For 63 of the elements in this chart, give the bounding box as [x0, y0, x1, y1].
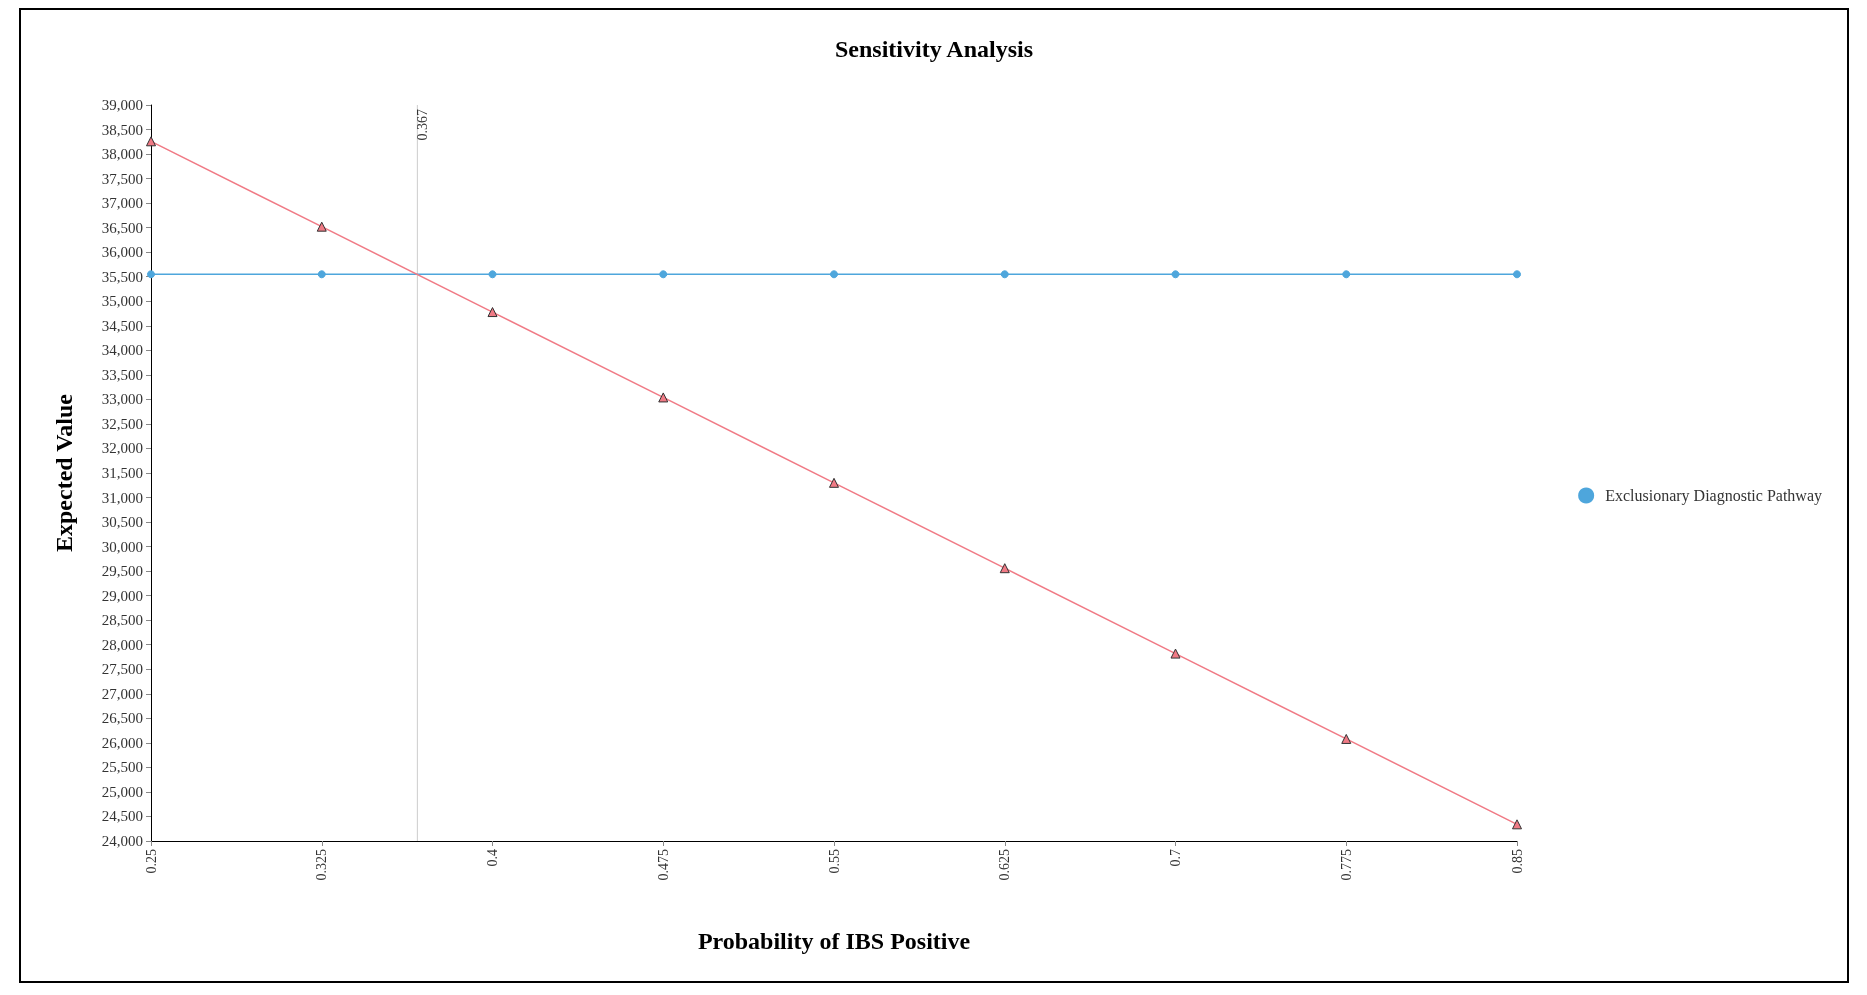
- y-tick-label: 32,500: [101, 415, 143, 432]
- point: [316, 221, 327, 232]
- y-tick-label: 26,500: [101, 710, 143, 727]
- y-tick-label: 24,500: [101, 808, 143, 825]
- y-tick-label: 34,500: [101, 317, 143, 334]
- y-tick-label: 30,000: [101, 538, 143, 555]
- y-tick-label: 26,000: [101, 734, 143, 751]
- x-tick-label: 0.775: [1338, 849, 1354, 881]
- x-tick-label: 0.55: [826, 849, 841, 874]
- y-tick-label: 27,000: [101, 685, 143, 702]
- chart-title: Sensitivity Analysis: [834, 36, 1033, 62]
- x-tick-label: 0.625: [996, 849, 1012, 881]
- y-tick-label: 36,500: [101, 219, 143, 236]
- legend-label: Exclusionary Diagnostic Pathway: [1604, 487, 1822, 505]
- x-tick-label: 0.25: [143, 849, 158, 874]
- point: [488, 270, 496, 279]
- point: [145, 136, 156, 147]
- point: [1170, 648, 1180, 659]
- point: [1512, 270, 1521, 279]
- y-tick-label: 29,500: [101, 563, 143, 580]
- y-tick-label: 33,000: [101, 391, 143, 408]
- y-tick-label: 35,000: [101, 293, 143, 310]
- y-tick-label: 37,500: [101, 170, 143, 187]
- point: [487, 307, 497, 318]
- y-axis-title: Expected Value: [50, 393, 77, 553]
- y-tick-label: 36,000: [101, 244, 143, 261]
- point: [1000, 270, 1009, 279]
- y-tick-label: 25,500: [101, 759, 143, 776]
- point: [658, 270, 667, 279]
- y-tick-label: 38,000: [101, 146, 143, 163]
- y-tick-label: 35,500: [101, 268, 143, 285]
- point: [146, 270, 155, 279]
- x-tick-label: 0.4: [484, 849, 500, 867]
- point: [829, 270, 838, 279]
- y-tick-label: 33,500: [101, 366, 143, 383]
- y-tick-label: 37,000: [101, 195, 143, 212]
- point: [1171, 270, 1179, 279]
- y-tick-label: 29,000: [101, 587, 143, 604]
- y-tick-label: 27,500: [101, 661, 143, 678]
- x-tick-label: 0.475: [655, 849, 671, 881]
- point: [828, 477, 839, 488]
- x-tick-label: 0.85: [1509, 849, 1524, 874]
- y-tick-label: 32,000: [101, 440, 143, 457]
- point: [1341, 270, 1350, 279]
- y-tick-label: 38,500: [101, 121, 143, 138]
- x-tick-label: 0.7: [1167, 849, 1183, 867]
- y-tick-label: 25,000: [101, 783, 143, 800]
- y-tick-label: 34,000: [101, 342, 143, 359]
- y-tick-label: 28,500: [101, 612, 143, 629]
- x-tick-label: 0.325: [313, 849, 329, 881]
- y-tick-label: 30,500: [101, 514, 143, 531]
- y-tick-label: 39,000: [101, 97, 143, 113]
- point: [317, 270, 326, 279]
- ref-line-label: 0.367: [414, 109, 430, 141]
- y-tick-label: 24,000: [101, 833, 143, 849]
- point: [999, 563, 1010, 574]
- x-axis-title: Probability of IBS Positive: [697, 928, 970, 954]
- y-tick-label: 28,000: [101, 636, 143, 653]
- y-tick-label: 31,500: [101, 465, 143, 481]
- y-tick-label: 31,000: [101, 489, 143, 506]
- point: [1511, 819, 1522, 830]
- point: [657, 392, 668, 403]
- point: [1340, 733, 1351, 744]
